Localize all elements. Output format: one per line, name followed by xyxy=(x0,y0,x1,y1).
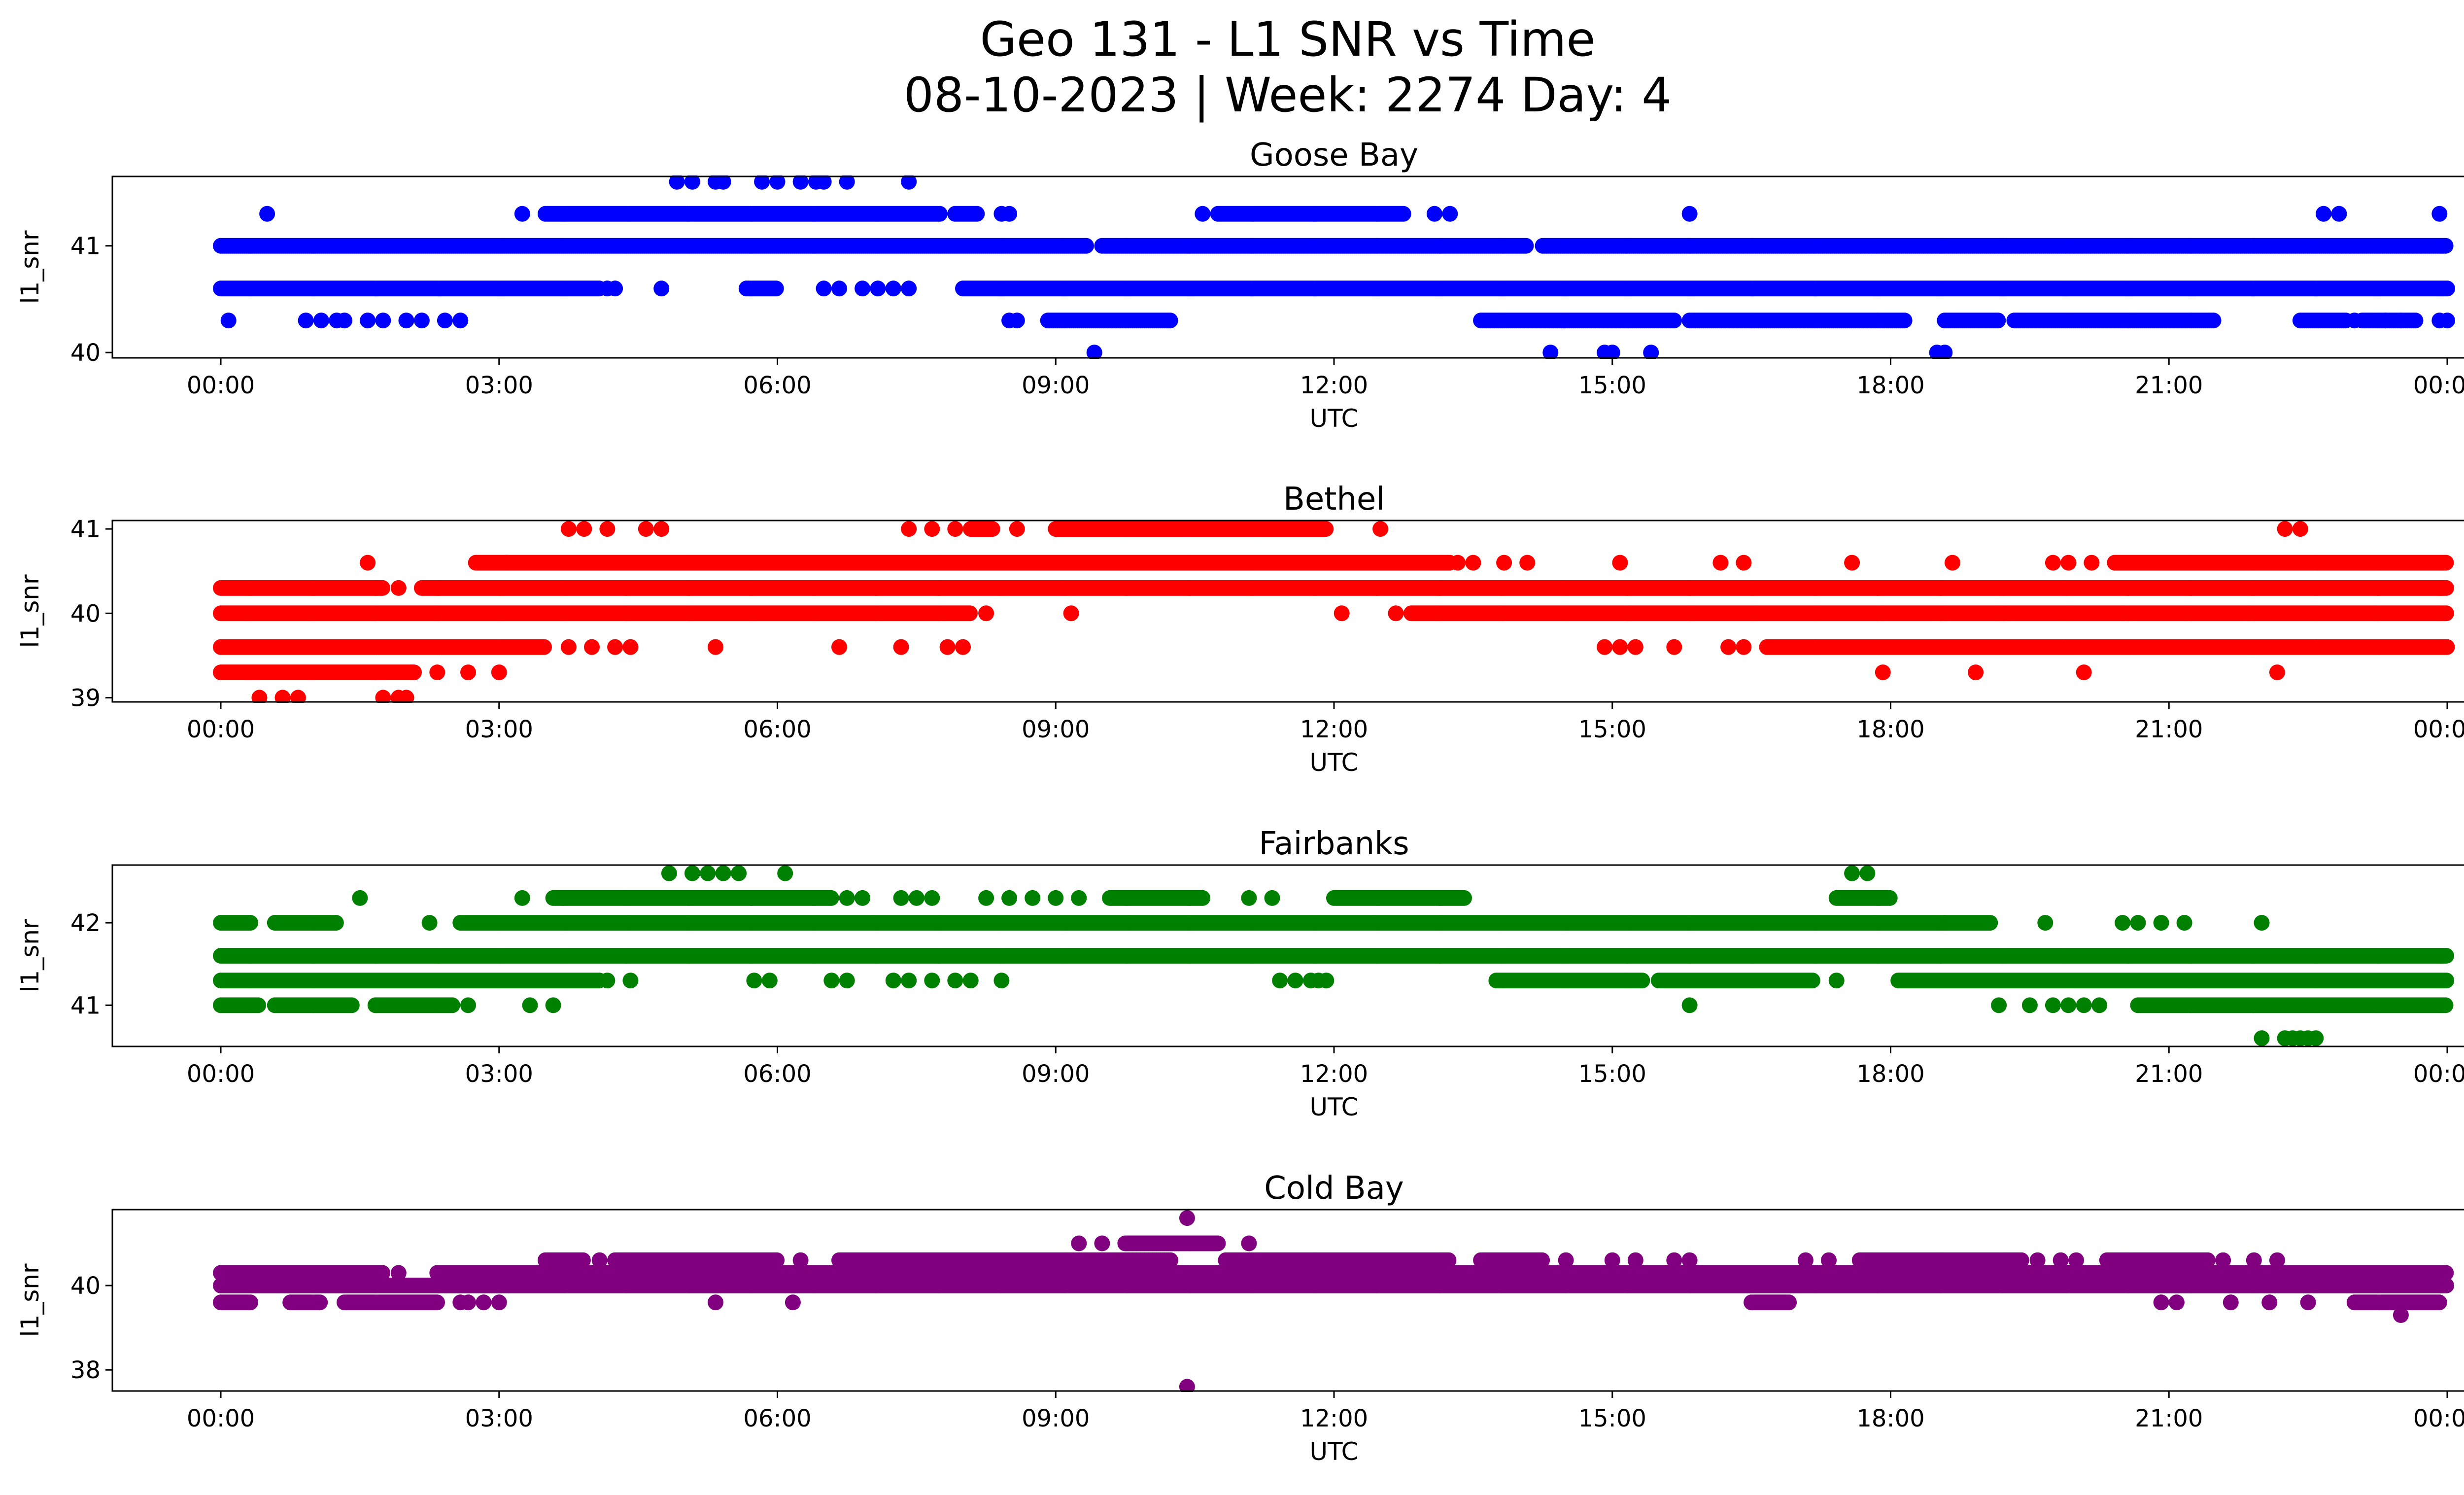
figure-title-line-2: 08-10-2023 | Week: 2274 Day: 4 xyxy=(903,68,1672,123)
x-tick-label: 03:00 xyxy=(465,372,533,399)
data-point xyxy=(259,206,275,222)
data-point xyxy=(1604,345,1620,359)
x-tick-label: 15:00 xyxy=(1578,372,1646,399)
data-point xyxy=(1009,313,1025,329)
data-point xyxy=(1426,206,1442,222)
panel-title: Bethel xyxy=(1283,481,1385,518)
data-point xyxy=(870,280,886,297)
data-point xyxy=(1542,345,1559,359)
data-point xyxy=(337,313,352,329)
data-point xyxy=(2346,313,2362,329)
axes-frame xyxy=(111,175,2464,359)
data-point xyxy=(1442,206,1458,222)
data-point xyxy=(2439,313,2455,329)
data-point xyxy=(2437,238,2454,254)
data-point xyxy=(1666,313,1682,329)
data-point xyxy=(653,280,670,297)
data-point xyxy=(1001,206,1018,222)
x-tick-label: 09:00 xyxy=(1022,372,1090,399)
data-point xyxy=(901,280,917,297)
data-point xyxy=(298,313,314,329)
data-point xyxy=(413,313,430,329)
scatter-points xyxy=(213,521,2455,703)
data-point xyxy=(1078,238,1094,254)
y-tick-label: 40 xyxy=(70,339,101,367)
data-point xyxy=(2205,313,2222,329)
data-point xyxy=(2331,206,2347,222)
data-point xyxy=(437,313,453,329)
data-point xyxy=(1086,345,1102,359)
x-tick-label: 00:00 xyxy=(187,372,255,399)
data-point xyxy=(1896,313,1913,329)
data-point xyxy=(514,206,530,222)
data-point xyxy=(669,175,685,190)
data-point xyxy=(360,313,376,329)
data-point xyxy=(1395,206,1411,222)
data-point xyxy=(816,280,832,297)
data-point xyxy=(2438,605,2454,622)
data-point xyxy=(1388,605,1404,622)
y-tick-label: 41 xyxy=(70,233,101,260)
data-point xyxy=(375,580,390,596)
data-point xyxy=(607,280,623,297)
data-point xyxy=(768,280,784,297)
data-point xyxy=(452,313,469,329)
x-tick-label: 12:00 xyxy=(1300,372,1368,399)
data-point xyxy=(969,206,985,222)
data-point xyxy=(220,313,237,329)
data-point xyxy=(313,313,329,329)
data-point xyxy=(1334,605,1350,622)
data-point xyxy=(2431,206,2448,222)
panel-title: Goose Bay xyxy=(1250,137,1418,174)
data-point xyxy=(684,175,700,190)
data-point xyxy=(1162,313,1178,329)
figure-title-line-1: Geo 131 - L1 SNR vs Time xyxy=(980,12,1596,67)
x-tick-label: 21:00 xyxy=(2135,372,2203,399)
data-point xyxy=(2316,206,2331,222)
data-point xyxy=(1643,345,1659,359)
y-axis-label: l1_snr xyxy=(16,230,44,304)
data-point xyxy=(715,175,731,190)
data-point xyxy=(831,280,847,297)
data-point xyxy=(2407,313,2424,329)
x-tick-label: 00:00 xyxy=(2413,372,2464,399)
data-point xyxy=(931,206,948,222)
data-point xyxy=(978,605,994,622)
data-point xyxy=(885,280,901,297)
data-point xyxy=(1518,238,1534,254)
data-point xyxy=(855,280,871,297)
data-point xyxy=(1195,206,1211,222)
scatter-points xyxy=(213,175,2455,359)
panel-0: Goose Bay 00:00 03:00 06:00 09:00 12:00 15:00 1… xyxy=(16,137,2464,433)
data-point xyxy=(2438,580,2454,596)
data-point xyxy=(769,175,786,190)
x-tick-label: 06:00 xyxy=(743,372,811,399)
data-point xyxy=(398,313,414,329)
data-point xyxy=(901,175,917,190)
data-point xyxy=(792,175,809,190)
data-point xyxy=(2439,280,2455,297)
data-point xyxy=(390,580,407,596)
data-point xyxy=(375,313,391,329)
data-point xyxy=(1063,605,1079,622)
data-point xyxy=(1937,345,1953,359)
data-point xyxy=(962,605,978,622)
data-point xyxy=(754,175,770,190)
data-point xyxy=(839,175,855,190)
x-tick-label: 18:00 xyxy=(1856,372,1924,399)
data-point xyxy=(2377,313,2394,329)
data-point xyxy=(1681,206,1698,222)
x-axis-label: UTC xyxy=(1309,404,1358,433)
data-point xyxy=(816,175,832,190)
data-point xyxy=(2393,313,2409,329)
data-point xyxy=(1990,313,2006,329)
